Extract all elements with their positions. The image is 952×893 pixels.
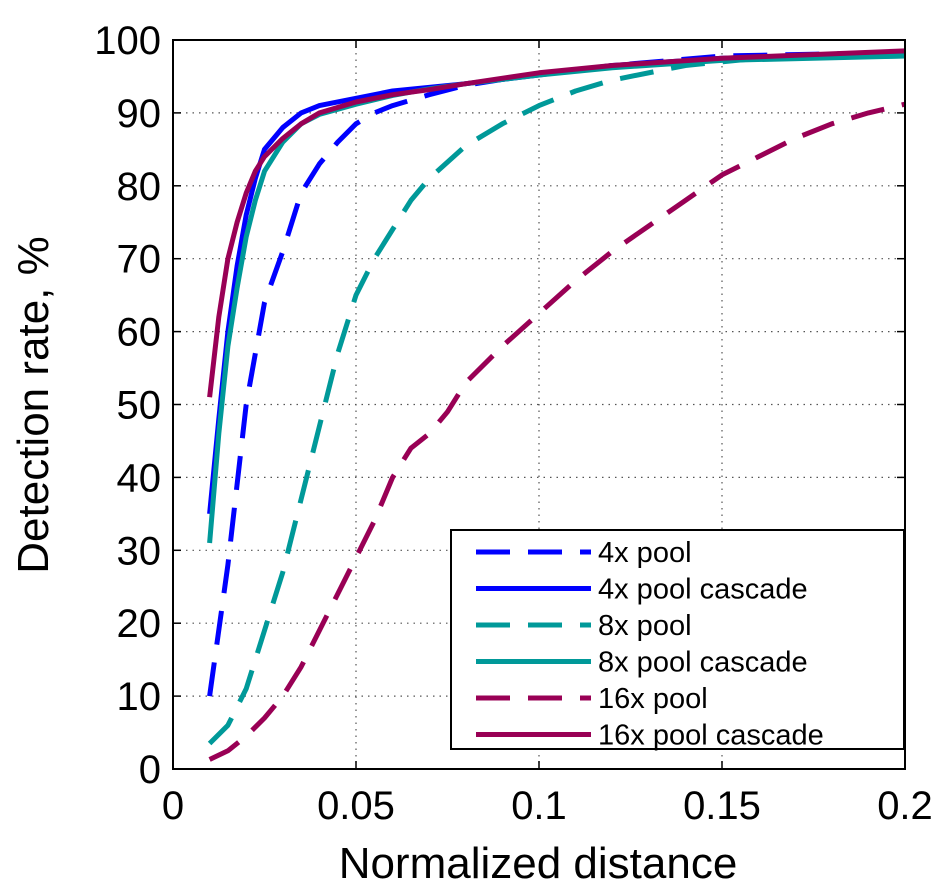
y-tick-label: 50 (117, 384, 162, 428)
axis-ticks: 0 0.05 0.1 0.15 0.2 0 10 20 30 40 50 60 70 80 90 100 (94, 19, 933, 828)
legend-label-3: 8x pool (598, 610, 692, 642)
y-tick-label: 0 (139, 748, 161, 792)
series-lines (207, 48, 906, 762)
y-tick-label: 100 (94, 19, 161, 63)
x-tick-label: 0.2 (877, 784, 933, 828)
legend: 4x pool 4x pool cascade 8x pool 8x pool cas… (450, 529, 905, 752)
y-tick-label: 40 (117, 456, 162, 500)
y-tick-label: 20 (117, 602, 162, 646)
y-tick-label: 60 (117, 311, 162, 355)
legend-label-2: 4x pool cascade (598, 574, 808, 606)
x-tick-label: 0.1 (511, 784, 567, 828)
grid (173, 40, 905, 769)
y-tick-label: 10 (117, 675, 162, 719)
legend-label-1: 4x pool (598, 537, 692, 569)
y-tick-label: 70 (117, 238, 162, 282)
legend-label-6: 16x pool cascade (598, 720, 824, 752)
x-tick-label: 0 (162, 784, 184, 828)
legend-label-4: 8x pool cascade (598, 647, 808, 679)
y-axis-label: Detection rate, % (9, 236, 58, 574)
legend-box (450, 529, 905, 750)
x-tick-label: 0.05 (317, 784, 395, 828)
series-line-5 (208, 101, 906, 762)
y-tick-label: 80 (117, 165, 162, 209)
y-tick-label: 30 (117, 529, 162, 573)
x-tick-label: 0.15 (683, 784, 761, 828)
legend-label-5: 16x pool (598, 683, 708, 715)
y-tick-label: 90 (117, 92, 162, 136)
x-axis-label: Normalized distance (339, 839, 738, 888)
series-line-3 (207, 53, 906, 746)
series-line-6 (207, 48, 906, 398)
